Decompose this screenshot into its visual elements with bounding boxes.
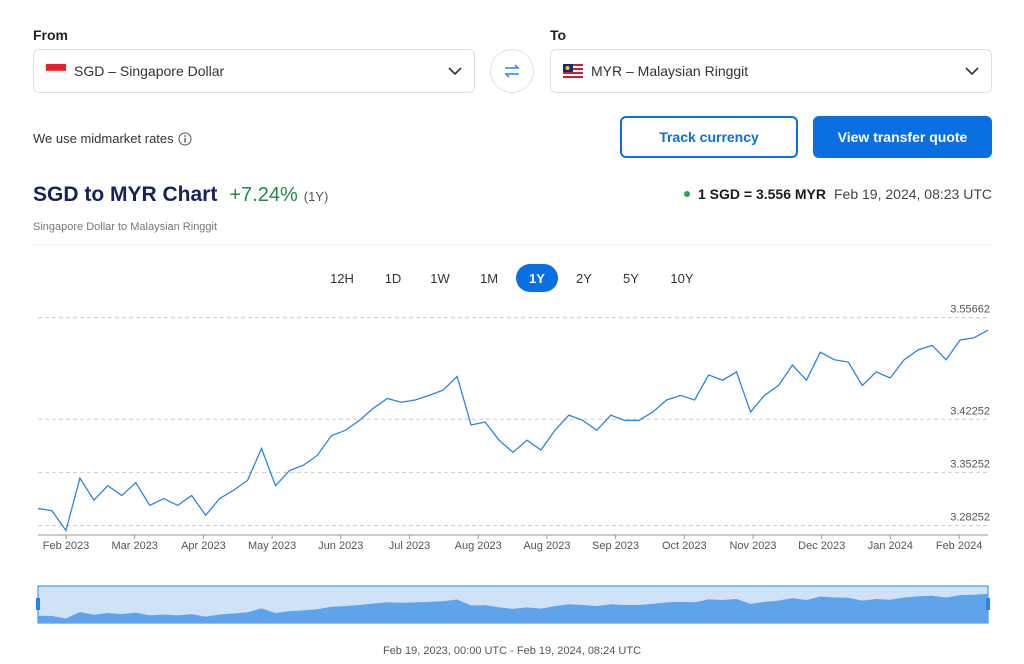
- from-currency: SGD – Singapore Dollar: [74, 63, 225, 79]
- range-button[interactable]: 5Y: [623, 270, 639, 286]
- from-label: From: [33, 27, 68, 43]
- period: (1Y): [303, 189, 329, 204]
- quote-button[interactable]: View transfer quote: [813, 116, 992, 158]
- range-button[interactable]: 1M: [479, 270, 499, 286]
- x-tick-label: Mar 2023: [111, 540, 157, 552]
- track-button[interactable]: Track currency: [620, 116, 798, 158]
- range-button[interactable]: 10Y: [670, 270, 694, 286]
- range-text: Feb 19, 2023, 00:00 UTC - Feb 19, 2024, …: [383, 645, 641, 657]
- x-tick-label: Jan 2024: [868, 540, 913, 552]
- x-tick-label: Sep 2023: [592, 540, 639, 552]
- range-button[interactable]: 12H: [330, 270, 354, 286]
- swap-icon: [504, 64, 520, 78]
- line: [37, 329, 989, 532]
- chevron: [965, 67, 979, 76]
- note: We use midmarket rates: [33, 131, 192, 146]
- live-dot: [683, 191, 690, 197]
- change: +7.24%: [229, 184, 298, 206]
- x-tick-label: Jul 2023: [389, 540, 431, 552]
- note-text: We use midmarket rates: [33, 131, 174, 146]
- chart-subtitle: Singapore Dollar to Malaysian Ringgit: [33, 221, 218, 233]
- to-label: To: [550, 27, 567, 43]
- info-icon[interactable]: [178, 132, 192, 146]
- rate: 1 SGD = 3.556 MYR Feb 19, 2024, 08:23 UT…: [683, 186, 992, 202]
- x-tick-label: Aug 2023: [455, 540, 502, 552]
- flag-my: [563, 64, 583, 78]
- x-tick-label: Jun 2023: [318, 540, 363, 552]
- x-tick-label: Dec 2023: [798, 540, 845, 552]
- x-tick-label: Apr 2023: [181, 540, 226, 552]
- range-button[interactable]: 1Y: [516, 264, 558, 292]
- chart-heading: SGD to MYR Chart +7.24% (1Y): [33, 183, 328, 207]
- navigator-area: [38, 593, 988, 623]
- navigator-handle: [986, 598, 990, 610]
- rate-text: 1 SGD = 3.556 MYR: [697, 186, 826, 202]
- y-tick-label: 3.28252: [950, 512, 990, 524]
- to-currency: MYR – Malaysian Ringgit: [591, 63, 749, 79]
- from-select[interactable]: SGD – Singapore Dollar: [33, 49, 475, 93]
- x-tick-label: Nov 2023: [729, 540, 776, 552]
- range-button[interactable]: 1W: [430, 270, 450, 286]
- chart-title: SGD to MYR Chart: [33, 183, 218, 206]
- to-select[interactable]: MYR – Malaysian Ringgit: [550, 49, 992, 93]
- y-tick-label: 3.35252: [950, 458, 990, 470]
- chevron: [448, 67, 462, 76]
- y-tick-label: 3.55662: [950, 304, 990, 316]
- navigator-handle: [36, 598, 40, 610]
- x-tick-label: May 2023: [248, 540, 296, 552]
- x-tick-label: Aug 2023: [523, 540, 570, 552]
- range-button[interactable]: 2Y: [576, 270, 592, 286]
- chart: 3.28252 3.35252 3.42252 3.55662 Feb 2023 Mar …: [36, 304, 990, 657]
- x-tick-label: Feb 2023: [43, 540, 89, 552]
- y-tick-label: 3.42252: [950, 405, 990, 417]
- x-tick-label: Feb 2024: [936, 540, 982, 552]
- range-button[interactable]: 1D: [384, 270, 402, 286]
- swap-button[interactable]: [490, 49, 534, 93]
- divider: [33, 244, 992, 245]
- rate-time: Feb 19, 2024, 08:23 UTC: [834, 186, 992, 202]
- flag-sg: [46, 64, 66, 78]
- x-tick-label: Oct 2023: [662, 540, 707, 552]
